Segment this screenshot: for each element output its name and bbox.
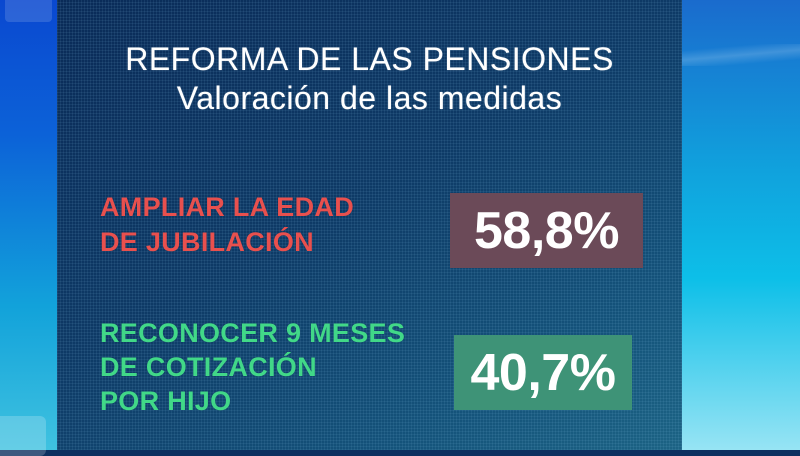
title-block: REFORMA DE LAS PENSIONES Valoración de l…	[57, 40, 682, 118]
value-box-cotizacion-hijo: 40,7%	[454, 335, 632, 410]
title-line-2: Valoración de las medidas	[176, 80, 563, 116]
value-box-ampliar-edad: 58,8%	[450, 193, 643, 268]
measure-label-cotizacion-hijo: RECONOCER 9 MESES DE COTIZACIÓN POR HIJO	[100, 318, 406, 416]
right-gradient-band	[682, 0, 800, 450]
left-band-cube-shape	[0, 416, 46, 456]
value-ampliar-edad: 58,8%	[474, 201, 619, 260]
right-band-light-streak	[682, 44, 800, 66]
measure-label-ampliar-edad: AMPLIAR LA EDAD DE JUBILACIÓN	[100, 192, 354, 257]
value-cotizacion-hijo: 40,7%	[470, 343, 616, 402]
infographic-panel: REFORMA DE LAS PENSIONES Valoración de l…	[57, 0, 682, 450]
left-gradient-band	[0, 0, 57, 456]
title-line-1: REFORMA DE LAS PENSIONES	[125, 41, 614, 77]
left-band-highlight-tab	[5, 0, 52, 22]
